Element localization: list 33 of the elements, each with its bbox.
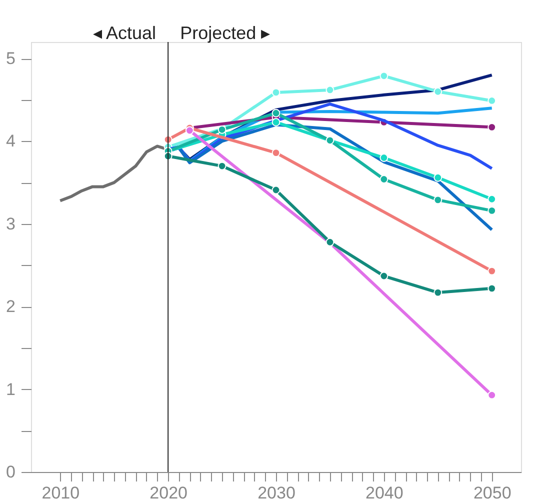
point: [272, 186, 280, 194]
point: [185, 126, 194, 135]
point: [272, 108, 280, 118]
x-tick-label: 2050: [473, 484, 512, 502]
point: [380, 175, 388, 184]
point: [488, 284, 496, 293]
point: [434, 87, 442, 96]
annotation: ◂ Actual: [93, 23, 156, 43]
y-tick-label: 4: [6, 132, 16, 151]
x-tick-label: 2010: [42, 484, 80, 502]
x-tick-label: 2030: [258, 484, 296, 502]
point: [488, 390, 496, 400]
y-tick-label: 0: [6, 462, 16, 482]
point: [218, 162, 226, 170]
x-tick-label: 2040: [366, 484, 404, 502]
y-tick-label: 1: [6, 380, 16, 399]
point: [272, 88, 280, 97]
point: [488, 266, 496, 276]
point: [380, 272, 388, 280]
y-tick-label: 2: [6, 297, 16, 316]
point: [488, 194, 496, 204]
point: [434, 288, 442, 297]
y-tick-label: 5: [6, 49, 16, 68]
point: [326, 86, 334, 94]
annotation: Projected ▸: [180, 23, 270, 43]
x-tick-label: 2020: [150, 484, 188, 502]
y-tick-label: 3: [6, 214, 16, 234]
point: [380, 72, 388, 80]
point: [488, 96, 496, 105]
point: [434, 173, 442, 182]
point: [380, 154, 388, 162]
point: [272, 118, 280, 126]
point: [434, 196, 442, 204]
